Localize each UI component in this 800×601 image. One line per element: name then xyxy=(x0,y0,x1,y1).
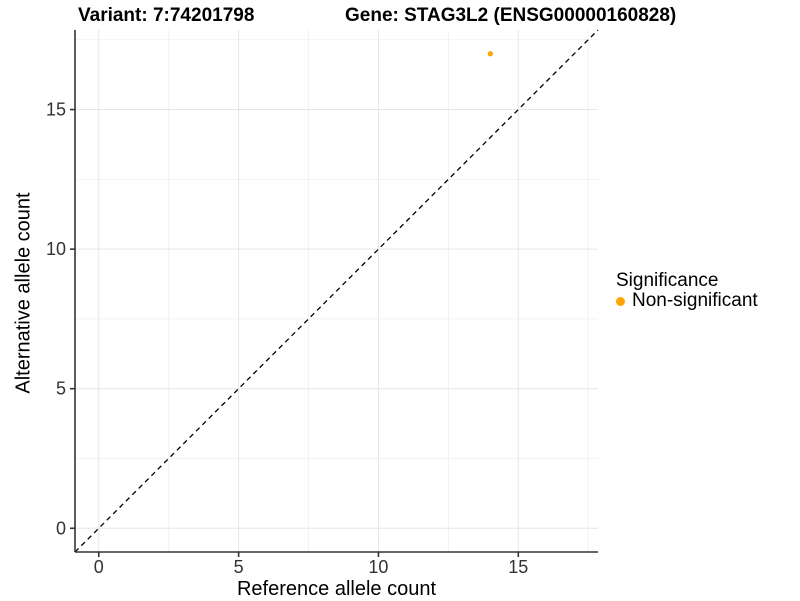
plot-title-variant: Variant: 7:74201798 xyxy=(78,5,255,26)
legend: Significance Non-significant xyxy=(616,271,758,311)
plot-title-gene: Gene: STAG3L2 (ENSG00000160828) xyxy=(345,5,677,26)
y-tick-label: 5 xyxy=(56,379,66,399)
x-tick-label: 5 xyxy=(234,557,244,577)
y-tick-label: 15 xyxy=(46,100,66,120)
y-tick-label: 0 xyxy=(56,518,66,538)
x-tick-label: 10 xyxy=(368,557,388,577)
legend-title: Significance xyxy=(616,270,719,291)
legend-item-non-significant: Non-significant xyxy=(616,291,758,311)
x-tick-label: 0 xyxy=(94,557,104,577)
data-point xyxy=(487,51,493,57)
identity-line xyxy=(74,29,599,553)
legend-item-label: Non-significant xyxy=(632,290,758,311)
legend-point-icon xyxy=(616,296,625,306)
x-axis-label: Reference allele count xyxy=(236,578,436,600)
x-tick-label: 15 xyxy=(508,557,528,577)
y-tick-label: 10 xyxy=(46,239,66,259)
